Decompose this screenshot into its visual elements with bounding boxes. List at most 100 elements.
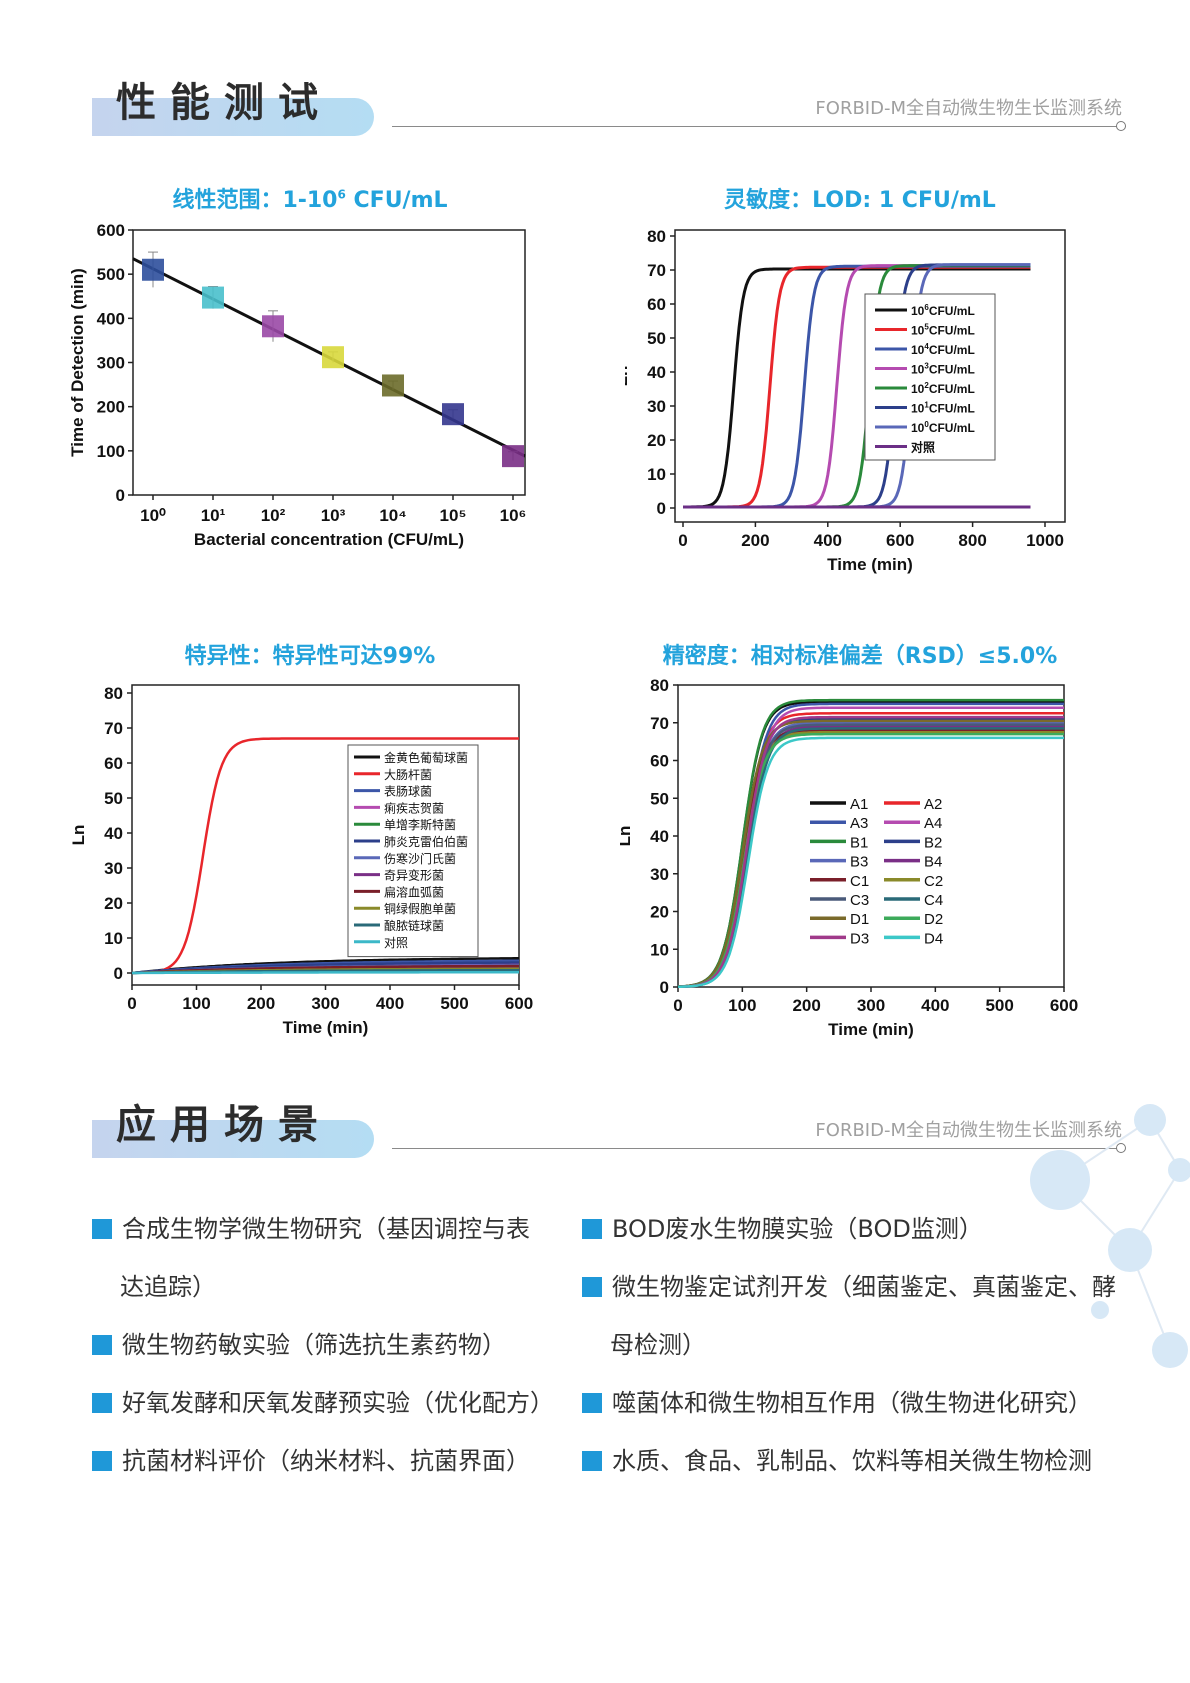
- application-text-continued: 达追踪）: [120, 1273, 216, 1301]
- y-tick-label: 300: [97, 354, 125, 373]
- y-tick-label: 40: [650, 827, 669, 846]
- series-line: [677, 715, 1064, 988]
- x-tick-label: 800: [958, 531, 986, 550]
- chart-linear-range: 0 100 200 300 400 500 600 10⁰ 10¹ 10² 10³ 10⁴ 10⁵ 10⁶…: [68, 222, 527, 549]
- application-text: 好氧发酵和厌氧发酵预实验（优化配方）: [122, 1389, 554, 1417]
- series-line: [677, 712, 1064, 988]
- chart-title-linear: 线性范围：1-106 CFU/mL: [70, 182, 550, 214]
- section-subtitle: FORBID-M全自动微生物生长监测系统: [815, 98, 1122, 119]
- series-line: [677, 727, 1064, 989]
- series-line: [677, 702, 1064, 988]
- legend-label: A4: [924, 815, 942, 832]
- y-tick-label: 0: [660, 978, 669, 997]
- y-tick-label: 0: [114, 964, 123, 983]
- chart-title-precision: 精密度：相对标准偏差（RSD）≤5.0%: [662, 644, 1058, 669]
- legend-label-part: CFU/mL: [929, 363, 975, 377]
- data-point: [142, 258, 164, 281]
- y-tick-label: 70: [104, 719, 123, 738]
- legend-label-part: 10: [911, 324, 925, 338]
- application-item: 好氧发酵和厌氧发酵预实验（优化配方）: [92, 1374, 554, 1432]
- y-tick-label: 30: [104, 859, 123, 878]
- legend-label-part: 10: [911, 421, 925, 435]
- y-tick-label: 40: [647, 363, 666, 382]
- application-item: BOD废水生物膜实验（BOD监测）: [582, 1200, 983, 1258]
- y-tick-label: 20: [104, 894, 123, 913]
- x-tick-label: 0: [127, 994, 136, 1013]
- y-tick-label: 200: [97, 398, 125, 417]
- y-tick-label: 70: [650, 714, 669, 733]
- y-tick-label: 400: [97, 309, 125, 328]
- legend-label: D1: [850, 911, 869, 928]
- section-subtitle: FORBID-M全自动微生物生长监测系统: [815, 1120, 1122, 1141]
- legend-label-sup: 0: [924, 420, 929, 429]
- y-tick-label: 80: [650, 676, 669, 695]
- y-axis-label: Ln: [625, 366, 631, 387]
- x-tick-label: 0: [673, 996, 682, 1015]
- x-axis-label: Time (min): [827, 555, 913, 574]
- legend-label: 表肠球菌: [384, 785, 432, 799]
- legend-label: 106CFU/mL: [911, 303, 975, 318]
- legend-label: 对照: [911, 440, 935, 455]
- y-tick-label: 100: [97, 442, 125, 461]
- application-item: 水质、食品、乳制品、饮料等相关微生物检测: [582, 1432, 1092, 1490]
- legend-label: C2: [924, 873, 943, 890]
- legend-label: 金黄色葡萄球菌: [384, 750, 468, 765]
- title-part: 线性范围：1-10: [172, 188, 338, 213]
- legend-label: 大肠杆菌: [384, 768, 432, 782]
- data-point: [262, 315, 284, 338]
- x-axis-label: Time (min): [828, 1020, 914, 1039]
- legend-label: 扁溶血弧菌: [384, 884, 444, 899]
- x-tick-label: 400: [814, 531, 842, 550]
- y-tick-label: 80: [647, 227, 666, 246]
- x-tick-label: 300: [311, 994, 339, 1013]
- legend-label: 酿脓链球菌: [384, 918, 444, 933]
- legend-label: 100CFU/mL: [911, 420, 975, 435]
- legend-label: 肺炎克雷伯伯菌: [384, 834, 468, 849]
- x-tick-label: 200: [247, 994, 275, 1013]
- legend-label-sup: 1: [924, 401, 929, 410]
- series-line: [677, 706, 1064, 989]
- data-point: [322, 346, 344, 369]
- legend-label-sup: 2: [924, 381, 929, 390]
- legend-label: C4: [924, 892, 943, 909]
- section-title: 应用场景: [116, 1102, 332, 1148]
- y-tick-label: 40: [104, 824, 123, 843]
- y-tick-label: 60: [647, 295, 666, 314]
- application-text: 水质、食品、乳制品、饮料等相关微生物检测: [612, 1447, 1092, 1475]
- x-tick-label: 200: [741, 531, 769, 550]
- divider-end-dot: [1116, 121, 1126, 131]
- section-pill: [92, 98, 374, 136]
- legend-label: B4: [924, 854, 942, 871]
- legend-label-part: 10: [911, 402, 925, 416]
- y-tick-label: 60: [104, 754, 123, 773]
- series-line: [677, 717, 1064, 988]
- x-tick-label: 10⁶: [500, 506, 527, 525]
- legend-label: A1: [850, 796, 868, 813]
- molecule-decoration: [1030, 1104, 1190, 1368]
- y-tick-label: 50: [650, 789, 669, 808]
- chart-specificity: 0 10 20 30 40 50 60 70 80 0 100 200 300 400 500 600 Time…: [70, 684, 533, 1037]
- series-line: [132, 971, 519, 975]
- x-tick-label: 600: [505, 994, 533, 1013]
- x-tick-label: 200: [792, 996, 820, 1015]
- series-line: [677, 698, 1064, 988]
- title-sup: 6: [337, 187, 346, 202]
- application-item: 抗菌材料评价（纳米材料、抗菌界面）: [92, 1432, 530, 1490]
- series-line: [677, 700, 1064, 988]
- series-line: [677, 736, 1064, 989]
- legend-label: 101CFU/mL: [911, 401, 975, 416]
- legend-label: C1: [850, 873, 869, 890]
- x-tick-label: 100: [182, 994, 210, 1013]
- x-tick-label: 10²: [261, 506, 286, 525]
- series-line: [677, 719, 1064, 988]
- x-tick-label: 10⁵: [440, 506, 467, 525]
- legend-label: 105CFU/mL: [911, 323, 975, 338]
- section-title: 性能测试: [116, 80, 332, 126]
- series-line: [677, 729, 1064, 988]
- legend-label-sup: 3: [924, 362, 929, 371]
- y-tick-label: 600: [97, 222, 125, 240]
- legend-box: [347, 744, 479, 958]
- series-line: [678, 723, 1064, 988]
- y-tick-label: 10: [650, 940, 669, 959]
